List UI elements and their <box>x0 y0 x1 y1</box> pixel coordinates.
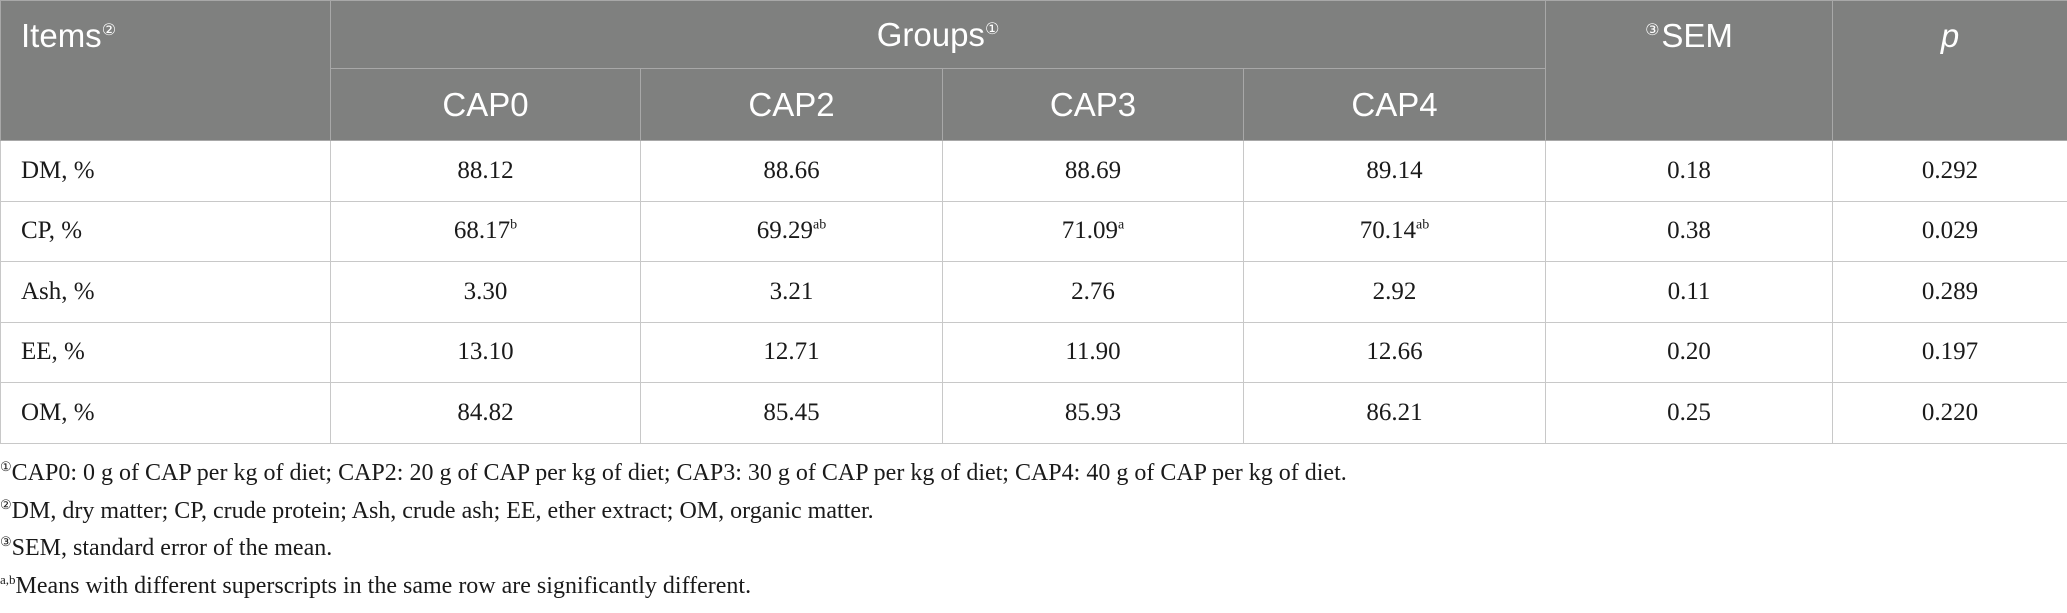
value-cell: 2.76 <box>942 261 1244 323</box>
cell-value: 2.76 <box>1071 277 1115 305</box>
nutrient-table-container: Items② Groups① ③SEM p CAP0 CAP2 CAP3 CAP… <box>0 0 2067 444</box>
row-label: OM, % <box>0 382 331 444</box>
footnotes: ①CAP0: 0 g of CAP per kg of diet; CAP2: … <box>0 455 2060 605</box>
footnote: ①CAP0: 0 g of CAP per kg of diet; CAP2: … <box>0 455 2060 493</box>
cell-value: 89.14 <box>1366 156 1423 184</box>
group-header-cap3: CAP3 <box>942 68 1244 141</box>
cell-value: 86.21 <box>1366 398 1423 426</box>
value-cell: 69.29ab <box>640 200 943 262</box>
significance-mark: b <box>510 217 518 233</box>
value-cell: 2.92 <box>1243 261 1546 323</box>
value-cell: 70.14ab <box>1243 200 1546 262</box>
cell-value: 88.66 <box>763 156 820 184</box>
p-value-cell: 0.289 <box>1832 261 2067 323</box>
value-cell: 11.90 <box>942 321 1244 383</box>
footnote-text: SEM, standard error of the mean. <box>11 535 333 561</box>
group-header-cap4: CAP4 <box>1243 68 1546 141</box>
value-cell: 88.66 <box>640 140 943 202</box>
row-label: DM, % <box>0 140 331 202</box>
groups-header: Groups① <box>330 0 1546 69</box>
cell-value: 11.90 <box>1065 338 1121 366</box>
table-row: OM, % 84.82 85.45 85.93 86.21 0.25 0.220 <box>0 382 2067 444</box>
value-cell: 84.82 <box>330 382 641 444</box>
footnote-text: Means with different superscripts in the… <box>15 572 752 599</box>
footnote: a,bMeans with different superscripts in … <box>0 568 2060 606</box>
p-value-cell: 0.292 <box>1832 140 2067 202</box>
p-value-cell: 0.029 <box>1832 200 2067 262</box>
footnote: ②DM, dry matter; CP, crude protein; Ash,… <box>0 493 2060 531</box>
value-cell: 12.71 <box>640 321 943 383</box>
table-header: Items② Groups① ③SEM p CAP0 CAP2 CAP3 CAP… <box>0 0 2067 141</box>
value-cell: 3.30 <box>330 261 641 323</box>
value-cell: 12.66 <box>1243 321 1546 383</box>
cell-value: 2.92 <box>1372 277 1417 305</box>
footnote-mark: a,b <box>0 571 16 587</box>
significance-mark: ab <box>1416 217 1430 233</box>
footnote-mark: ② <box>0 496 12 512</box>
value-cell: 88.12 <box>330 140 641 202</box>
footnote-text: CAP0: 0 g of CAP per kg of diet; CAP2: 2… <box>11 460 1347 486</box>
header-row-1: Items② Groups① ③SEM p <box>0 0 2067 141</box>
value-cell: 89.14 <box>1243 140 1546 202</box>
value-cell: 85.45 <box>640 382 943 444</box>
sem-header-label: SEM <box>1661 17 1733 54</box>
items-footnote-mark: ② <box>101 22 117 39</box>
cell-value: 70.14 <box>1359 217 1417 245</box>
cell-value: 88.69 <box>1064 156 1122 184</box>
cell-value: 71.09 <box>1061 217 1119 245</box>
groups-footnote-mark: ① <box>984 20 1000 38</box>
table-row: CP, % 68.17b 69.29ab 71.09a 70.14ab 0.38… <box>0 200 2067 262</box>
cell-value: 12.71 <box>763 338 820 366</box>
row-label: CP, % <box>0 200 331 262</box>
value-cell: 71.09a <box>942 200 1244 262</box>
value-cell: 3.21 <box>640 261 943 323</box>
p-value-cell: 0.220 <box>1832 382 2067 444</box>
table-body: DM, % 88.12 88.66 88.69 89.14 0.18 0.292… <box>0 140 2067 444</box>
value-cell: 13.10 <box>330 321 641 383</box>
table-row: Ash, % 3.30 3.21 2.76 2.92 0.11 0.289 <box>0 261 2067 323</box>
row-label: EE, % <box>0 321 331 383</box>
sem-cell: 0.11 <box>1545 261 1833 323</box>
value-cell: 86.21 <box>1243 382 1546 444</box>
significance-mark: a <box>1118 217 1125 233</box>
group-header-cap2: CAP2 <box>640 68 943 141</box>
cell-value: 3.30 <box>463 277 508 305</box>
sem-header: ③SEM <box>1545 0 1833 141</box>
group-header-cap0: CAP0 <box>330 68 641 141</box>
significance-mark: ab <box>813 217 827 233</box>
row-label: Ash, % <box>0 261 331 323</box>
cell-value: 12.66 <box>1366 338 1423 366</box>
value-cell: 88.69 <box>942 140 1244 202</box>
cell-value: 3.21 <box>769 277 814 305</box>
footnote-mark: ① <box>0 459 12 474</box>
footnote: ③SEM, standard error of the mean. <box>0 530 2060 568</box>
cell-value: 88.12 <box>457 156 514 184</box>
cell-value: 85.93 <box>1064 398 1122 426</box>
header-row-2: CAP0 CAP2 CAP3 CAP4 <box>1 68 2067 141</box>
p-value-cell: 0.197 <box>1832 321 2067 383</box>
sem-cell: 0.20 <box>1545 321 1833 383</box>
cell-value: 84.82 <box>457 398 514 426</box>
groups-header-label: Groups <box>876 15 985 53</box>
sem-cell: 0.25 <box>1545 382 1833 444</box>
cell-value: 13.10 <box>457 338 514 366</box>
cell-value: 85.45 <box>763 398 820 426</box>
sem-cell: 0.18 <box>1545 140 1833 202</box>
cell-value: 68.17 <box>453 217 511 245</box>
sem-footnote-mark: ③ <box>1645 22 1660 39</box>
nutrient-digestibility-table: Items② Groups① ③SEM p CAP0 CAP2 CAP3 CAP… <box>0 0 2067 444</box>
cell-value: 69.29 <box>756 217 814 245</box>
footnote-text: DM, dry matter; CP, crude protein; Ash, … <box>11 497 874 524</box>
sem-cell: 0.38 <box>1545 200 1833 262</box>
value-cell: 85.93 <box>942 382 1244 444</box>
items-header-label: Items <box>21 17 102 54</box>
table-row: EE, % 13.10 12.71 11.90 12.66 0.20 0.197 <box>0 321 2067 383</box>
table-row: DM, % 88.12 88.66 88.69 89.14 0.18 0.292 <box>0 140 2067 202</box>
items-header: Items② <box>0 0 331 141</box>
value-cell: 68.17b <box>330 200 641 262</box>
p-value-header: p <box>1832 0 2067 141</box>
footnote-mark: ③ <box>0 534 12 549</box>
